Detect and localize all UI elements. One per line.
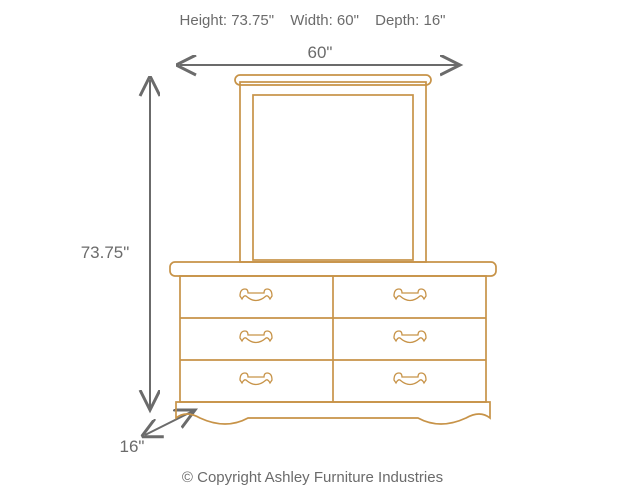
drawer-handle-icon bbox=[394, 373, 426, 385]
header-dimensions: Height: 73.75" Width: 60" Depth: 16" bbox=[0, 12, 625, 29]
dresser-top bbox=[170, 262, 496, 276]
mirror-frame bbox=[240, 82, 426, 262]
furniture-diagram: 60" 73.75" 16" bbox=[0, 40, 625, 460]
depth-dimension-label: 16" bbox=[120, 437, 145, 456]
dresser-base bbox=[176, 402, 490, 424]
width-dimension-label: 60" bbox=[308, 43, 333, 62]
copyright-text: © Copyright Ashley Furniture Industries bbox=[0, 469, 625, 486]
drawer-handle-icon bbox=[240, 373, 272, 385]
drawer-handle-icon bbox=[394, 289, 426, 301]
height-spec: Height: 73.75" bbox=[180, 12, 275, 29]
mirror-cap bbox=[235, 75, 431, 85]
drawer-handle-icon bbox=[394, 331, 426, 343]
depth-spec: Depth: 16" bbox=[375, 12, 445, 29]
mirror-glass bbox=[253, 95, 413, 260]
drawer-handle-icon bbox=[240, 289, 272, 301]
drawer-handle-icon bbox=[240, 331, 272, 343]
height-dimension-label: 73.75" bbox=[81, 243, 130, 262]
width-spec: Width: 60" bbox=[290, 12, 359, 29]
